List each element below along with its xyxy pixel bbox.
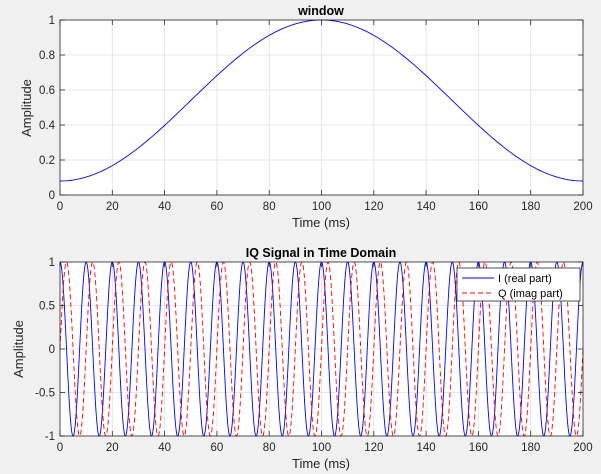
x-tick-label: 180 bbox=[521, 442, 540, 454]
y-tick-label: 0 bbox=[49, 344, 55, 356]
x-tick-label: 80 bbox=[263, 442, 276, 454]
x-tick-label: 0 bbox=[57, 201, 63, 213]
x-tick-labels: 0 20 40 60 80 100 120 140 160 180 200 bbox=[57, 201, 593, 213]
x-tick-label: 160 bbox=[469, 442, 488, 454]
legend-box bbox=[456, 267, 581, 302]
x-tick-label: 0 bbox=[57, 442, 63, 454]
x-tick-label: 200 bbox=[573, 201, 592, 213]
x-axis-label: Time (ms) bbox=[292, 456, 350, 471]
x-tick-label: 60 bbox=[211, 201, 224, 213]
y-tick-label: -0.5 bbox=[35, 388, 55, 400]
x-tick-label: 60 bbox=[211, 442, 224, 454]
tick-marks bbox=[59, 19, 584, 196]
y-tick-labels: -1 -0.5 0 0.5 1 bbox=[35, 257, 55, 443]
x-tick-label: 160 bbox=[469, 201, 488, 213]
y-tick-label: 1 bbox=[49, 257, 55, 269]
y-tick-label: 1 bbox=[49, 15, 55, 27]
y-tick-label: 0.6 bbox=[39, 85, 55, 97]
x-tick-label: 20 bbox=[106, 201, 119, 213]
x-tick-label: 100 bbox=[312, 201, 331, 213]
x-tick-label: 120 bbox=[364, 442, 383, 454]
x-tick-label: 140 bbox=[417, 201, 436, 213]
y-tick-label: 0.8 bbox=[39, 50, 55, 62]
x-tick-label: 200 bbox=[573, 442, 592, 454]
x-tick-label: 120 bbox=[364, 201, 383, 213]
y-tick-label: -1 bbox=[45, 431, 55, 443]
chart-title: IQ Signal in Time Domain bbox=[246, 246, 397, 260]
x-tick-label: 140 bbox=[417, 442, 436, 454]
chart-title: window bbox=[297, 4, 344, 18]
x-tick-label: 180 bbox=[521, 201, 540, 213]
y-tick-label: 0 bbox=[49, 190, 55, 202]
iq-signal-axes: 0 20 40 60 80 100 120 140 160 180 200 -1-0.500.51 … bbox=[11, 246, 593, 471]
x-tick-label: 80 bbox=[263, 201, 276, 213]
y-axis-label: Amplitude bbox=[11, 320, 26, 378]
legend-label-i: I (real part) bbox=[498, 273, 552, 285]
y-axis-label: Amplitude bbox=[19, 79, 34, 137]
window-axes: 0 20 40 60 80 100 120 140 160 180 200 0 0.2 0.4 0.6 0.… bbox=[19, 4, 593, 230]
x-tick-label: 20 bbox=[106, 442, 119, 454]
q-series-line bbox=[59, 261, 584, 437]
x-tick-labels: 0 20 40 60 80 100 120 140 160 180 200 bbox=[57, 442, 593, 454]
x-tick-label: 40 bbox=[158, 442, 171, 454]
y-tick-label: 0.2 bbox=[39, 155, 55, 167]
legend-label-q: Q (imag part) bbox=[498, 288, 563, 300]
legend: I (real part) Q (imag part) bbox=[456, 267, 581, 302]
x-tick-label: 100 bbox=[312, 442, 331, 454]
y-tick-label: 0.4 bbox=[39, 120, 56, 132]
y-tick-label: 0.5 bbox=[39, 301, 55, 313]
y-tick-labels: 0 0.2 0.4 0.6 0.8 1 bbox=[39, 15, 56, 202]
x-axis-label: Time (ms) bbox=[292, 215, 350, 230]
tick-marks bbox=[59, 261, 584, 437]
x-tick-label: 40 bbox=[158, 201, 171, 213]
